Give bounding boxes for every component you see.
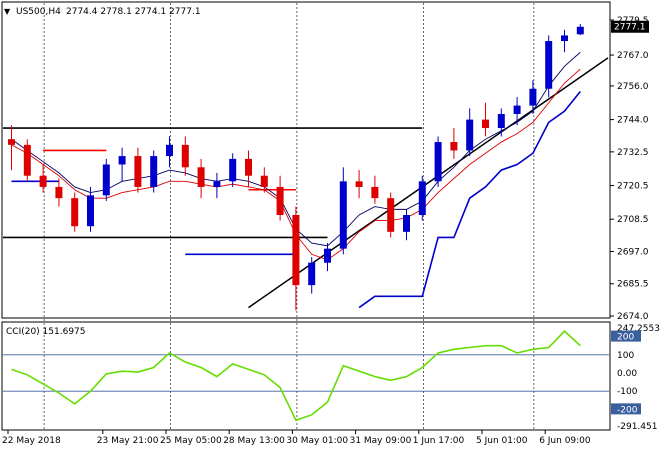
cci-tick-label: -100 bbox=[617, 387, 638, 397]
symbol-label: US500,H4 bbox=[16, 7, 61, 17]
cci-tick-label: 247.2553 bbox=[617, 324, 660, 334]
candle-body bbox=[308, 262, 316, 286]
cci-tick-label: -291.451 bbox=[617, 422, 657, 432]
time-tick-label: 31 May 09:00 bbox=[350, 436, 412, 446]
candle-body bbox=[450, 142, 458, 151]
candle-body bbox=[245, 158, 252, 176]
cci-level-badge bbox=[611, 403, 641, 415]
price-tick-label: 2744.0 bbox=[617, 116, 649, 126]
time-tick-label: 25 May 05:00 bbox=[160, 436, 222, 446]
candle-body bbox=[213, 181, 221, 187]
time-tick-label: 30 May 01:00 bbox=[286, 436, 348, 446]
price-tick-label: 2732.5 bbox=[617, 148, 649, 158]
candle-body bbox=[387, 198, 395, 232]
candle-body bbox=[418, 181, 426, 215]
candle-body bbox=[150, 156, 158, 187]
candlesticks bbox=[8, 23, 584, 311]
candle-body bbox=[545, 41, 553, 89]
candle-body bbox=[134, 156, 142, 187]
candle-body bbox=[371, 186, 379, 199]
cci-level-badge bbox=[611, 330, 641, 342]
candle-body bbox=[181, 144, 189, 168]
time-tick-label: 5 Jun 01:00 bbox=[476, 436, 528, 446]
lower-band-line bbox=[358, 91, 581, 309]
candle-body bbox=[166, 144, 173, 157]
candle-body bbox=[576, 26, 584, 35]
time-tick-label: 22 May 2018 bbox=[2, 436, 61, 446]
cci-tick-label: 200 bbox=[617, 333, 634, 343]
price-tick-label: 2708.5 bbox=[617, 215, 649, 225]
candle-body bbox=[260, 175, 268, 187]
candle-body bbox=[118, 156, 126, 165]
current-price-badge bbox=[611, 20, 649, 33]
time-tick-label: 1 Jun 17:00 bbox=[413, 436, 465, 446]
candle-body bbox=[276, 186, 284, 215]
candle-body bbox=[87, 195, 94, 227]
cci-tick-label: 100 bbox=[617, 351, 634, 361]
time-tick-label: 6 Jun 09:00 bbox=[539, 436, 591, 446]
candle-body bbox=[434, 142, 442, 182]
time-axis: 22 May 2018 23 May 21:00 25 May 05:00 28 Ma… bbox=[2, 430, 591, 446]
cci-tick-label: -200 bbox=[617, 405, 638, 415]
current-price-label: 2777.1 bbox=[614, 23, 646, 33]
cci-tick-label: 0.00 bbox=[617, 369, 637, 379]
candle-body bbox=[23, 144, 31, 176]
price-tick-label: 2756.0 bbox=[617, 82, 649, 92]
candle-body bbox=[529, 88, 537, 106]
candle-body bbox=[497, 113, 505, 129]
candle-body bbox=[403, 214, 410, 232]
cci-panel-frame bbox=[1, 321, 611, 431]
time-tick-label: 23 May 21:00 bbox=[97, 436, 159, 446]
dropdown-icon[interactable]: ▼ bbox=[4, 7, 11, 16]
candle-body bbox=[355, 181, 363, 187]
price-tick-label: 2697.0 bbox=[617, 247, 649, 257]
candle-body bbox=[55, 186, 63, 199]
candle-body bbox=[197, 167, 205, 187]
price-tick-label: 2720.5 bbox=[617, 182, 649, 192]
candle-body bbox=[513, 105, 521, 114]
candle-body bbox=[229, 158, 237, 182]
candle-body bbox=[8, 139, 15, 145]
price-tick-label: 2685.5 bbox=[617, 280, 649, 290]
candle-body bbox=[561, 35, 568, 42]
time-tick-label: 28 May 13:00 bbox=[223, 436, 285, 446]
candle-body bbox=[482, 119, 489, 129]
candle-body bbox=[102, 164, 110, 196]
cci-line bbox=[11, 330, 581, 422]
cci-indicator bbox=[3, 330, 609, 422]
candle-body bbox=[292, 214, 300, 286]
candle-body bbox=[71, 198, 79, 227]
candle-body bbox=[339, 181, 347, 249]
candle-body bbox=[324, 248, 331, 263]
cci-label: CCI(20) 151.6975 bbox=[6, 327, 86, 337]
main-panel-frame bbox=[1, 1, 611, 319]
price-tick-label: 2674.0 bbox=[617, 312, 649, 322]
ohlc-readout: 2774.4 2778.1 2774.1 2777.1 bbox=[66, 7, 201, 17]
candle-body bbox=[466, 119, 474, 151]
price-tick-label: 2767.0 bbox=[617, 51, 649, 61]
candle-body bbox=[39, 175, 47, 187]
